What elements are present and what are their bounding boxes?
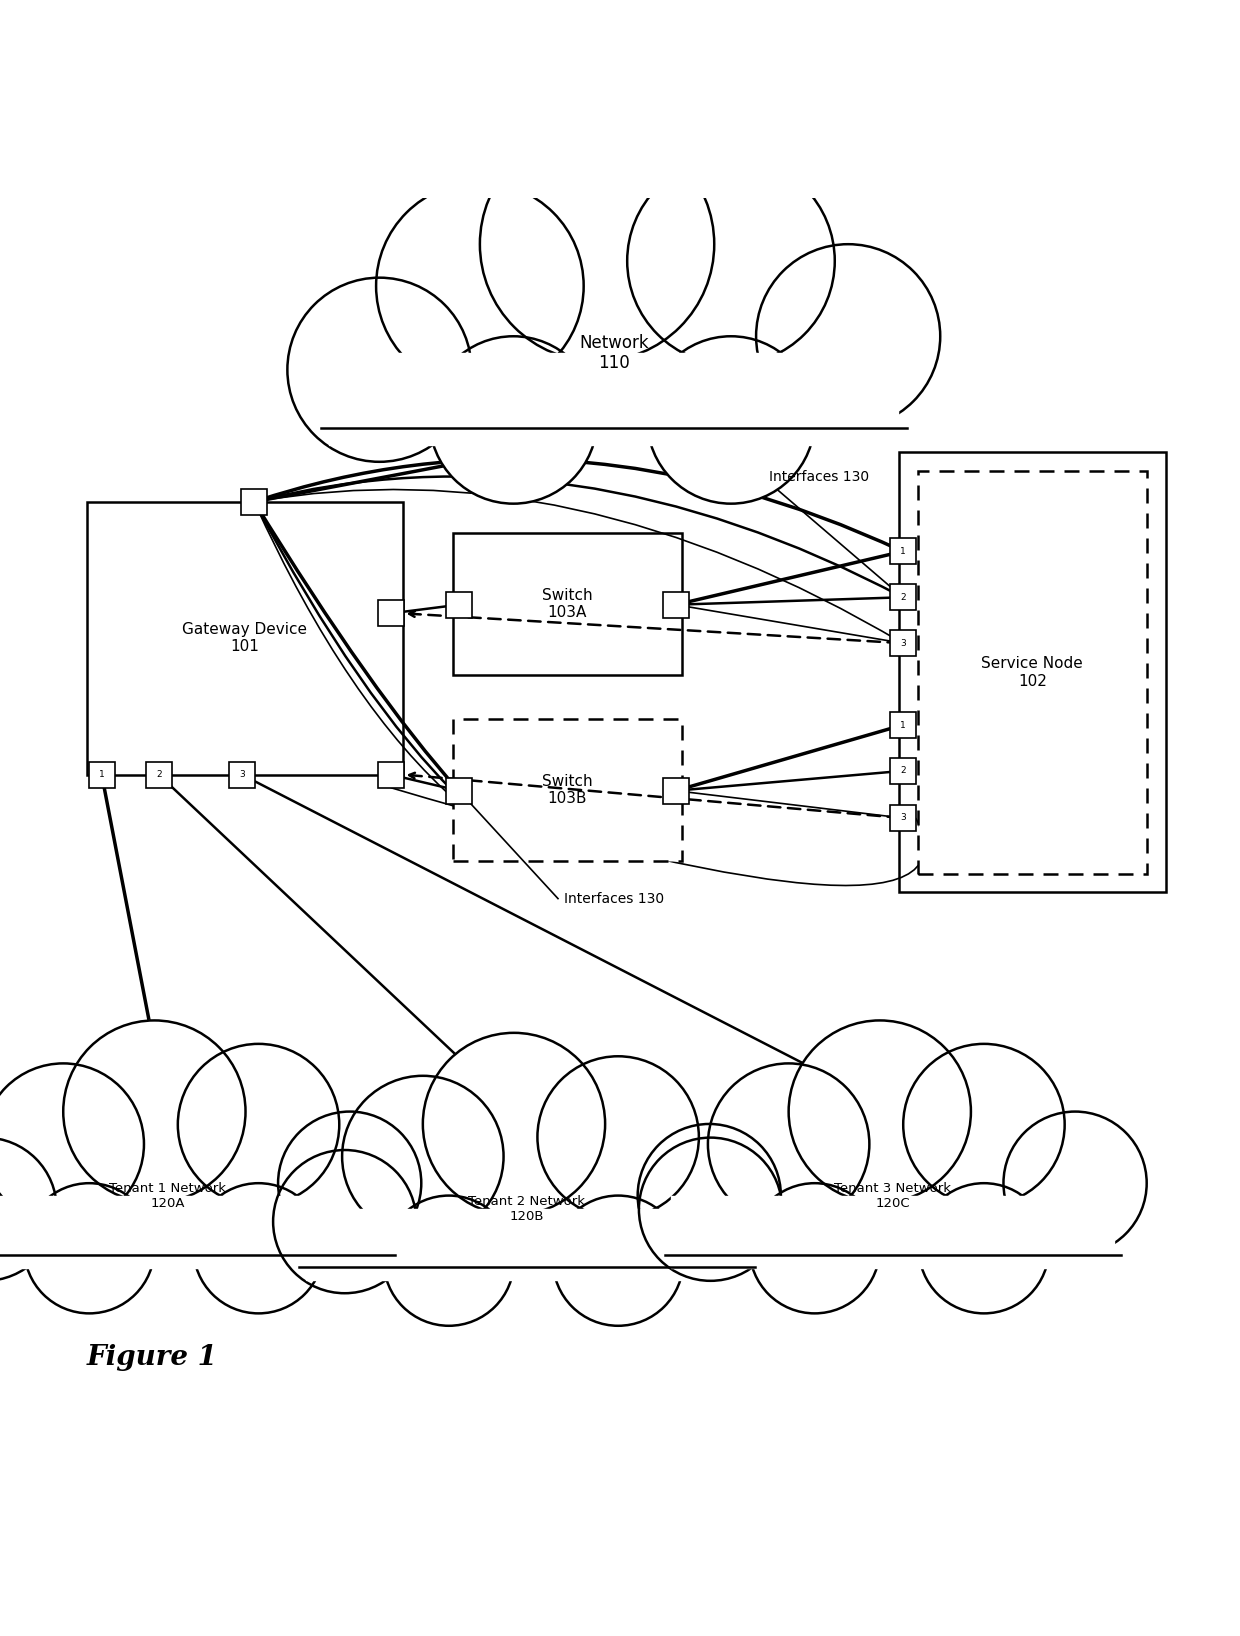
Circle shape (288, 278, 471, 461)
Circle shape (177, 1044, 340, 1206)
Circle shape (756, 244, 940, 429)
Bar (0, 1196, 389, 1268)
Circle shape (637, 1124, 781, 1268)
Text: 3: 3 (900, 813, 905, 823)
Bar (890, 712, 915, 738)
Circle shape (273, 1150, 417, 1292)
Text: 3: 3 (239, 771, 244, 779)
Text: Interfaces 130: Interfaces 130 (564, 892, 665, 906)
Bar (146, 762, 171, 787)
Bar (918, 471, 1147, 874)
Bar (890, 757, 915, 784)
Circle shape (25, 1183, 155, 1314)
Text: Tenant 3 Network
120C: Tenant 3 Network 120C (835, 1183, 951, 1211)
Bar (453, 533, 682, 676)
Circle shape (639, 1137, 782, 1281)
Bar (329, 353, 898, 445)
Bar (899, 452, 1166, 892)
Bar (663, 592, 689, 618)
Bar (377, 762, 404, 787)
Circle shape (627, 157, 835, 365)
Text: Network
110: Network 110 (579, 334, 649, 373)
Circle shape (63, 1021, 246, 1202)
Bar (305, 1209, 749, 1281)
Bar (890, 584, 915, 610)
Circle shape (647, 337, 815, 504)
Text: 1: 1 (900, 546, 905, 556)
Text: Interfaces 130: Interfaces 130 (769, 470, 869, 484)
Circle shape (430, 337, 598, 504)
Circle shape (193, 1183, 324, 1314)
Text: Tenant 1 Network
120A: Tenant 1 Network 120A (109, 1183, 226, 1211)
Bar (87, 502, 403, 774)
Bar (453, 718, 682, 862)
Bar (377, 600, 404, 627)
Bar (446, 592, 471, 618)
Text: Gateway Device
101: Gateway Device 101 (182, 622, 308, 654)
Circle shape (789, 1021, 971, 1202)
Circle shape (278, 1111, 422, 1255)
Circle shape (903, 1044, 1065, 1206)
Circle shape (342, 1076, 503, 1237)
Bar (663, 777, 689, 803)
Bar (446, 777, 471, 803)
Circle shape (480, 128, 714, 362)
Bar (890, 805, 915, 831)
Text: Tenant 2 Network
120B: Tenant 2 Network 120B (469, 1194, 585, 1222)
Text: 2: 2 (900, 766, 905, 775)
Bar (89, 762, 115, 787)
Circle shape (919, 1183, 1049, 1314)
Circle shape (708, 1063, 869, 1225)
Circle shape (1003, 1111, 1147, 1255)
Text: 1: 1 (99, 771, 104, 779)
Bar (241, 489, 267, 515)
Text: Switch
103A: Switch 103A (542, 587, 593, 620)
Circle shape (376, 182, 584, 389)
Text: 2: 2 (156, 771, 161, 779)
Circle shape (553, 1196, 683, 1325)
Text: Switch
103B: Switch 103B (542, 774, 593, 807)
Text: Figure 1: Figure 1 (87, 1343, 218, 1371)
Bar (672, 1196, 1115, 1268)
Circle shape (423, 1032, 605, 1216)
Text: 3: 3 (900, 638, 905, 648)
Circle shape (0, 1063, 144, 1225)
Circle shape (384, 1196, 515, 1325)
Bar (890, 538, 915, 564)
Text: Service Node
102: Service Node 102 (981, 656, 1084, 689)
Circle shape (537, 1057, 699, 1217)
Bar (890, 630, 915, 656)
Text: 2: 2 (900, 592, 905, 602)
Circle shape (749, 1183, 880, 1314)
Text: 1: 1 (900, 720, 905, 730)
Circle shape (0, 1137, 57, 1281)
Bar (228, 762, 255, 787)
